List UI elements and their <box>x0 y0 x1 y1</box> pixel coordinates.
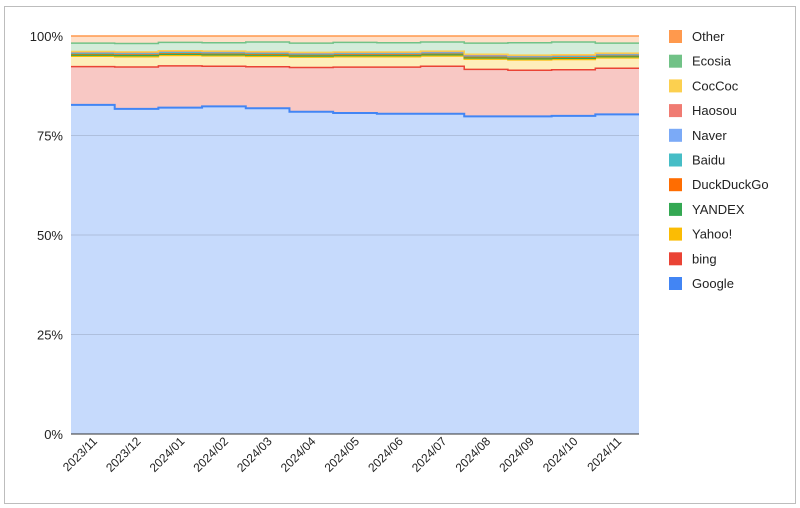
x-tick-label: 2024/02 <box>190 434 231 475</box>
x-tick-label: 2024/05 <box>322 434 363 475</box>
legend-item-yahoo: Yahoo! <box>669 227 732 242</box>
x-tick-label: 2024/04 <box>278 434 319 475</box>
x-tick-label: 2024/01 <box>147 434 188 475</box>
legend-swatch <box>669 252 682 266</box>
legend-swatch <box>669 178 682 192</box>
line-google <box>71 103 639 118</box>
legend-item-coccoc: CocCoc <box>669 78 739 93</box>
legend-swatch <box>669 202 682 216</box>
legend: Other Ecosia CocCoc Haosou Naver Baidu DuckDuc… <box>669 29 769 291</box>
x-tick-label: 2024/07 <box>409 434 450 475</box>
y-tick-label: 100% <box>30 29 64 44</box>
line-bing <box>71 65 639 71</box>
line-ecosia <box>71 41 639 45</box>
area-google <box>71 104 639 434</box>
legend-item-yandex: YANDEX <box>669 202 745 217</box>
legend-item-ecosia: Ecosia <box>669 54 732 69</box>
legend-item-duckduckgo: DuckDuckGo <box>669 177 769 192</box>
legend-label: Naver <box>692 128 727 143</box>
x-tick-label: 2024/06 <box>365 434 406 475</box>
legend-item-google: Google <box>669 276 734 291</box>
x-tick-label: 2024/11 <box>584 434 624 474</box>
y-axis: 0% 25% 50% 75% 100% <box>30 29 64 442</box>
x-axis: 2023/11 2023/12 2024/01 2024/02 2024/03 2024/… <box>60 433 639 475</box>
legend-label: CocCoc <box>692 78 739 93</box>
x-tick-label: 2024/03 <box>234 434 275 475</box>
area-other <box>71 36 639 44</box>
legend-label: Google <box>692 276 734 291</box>
y-tick-label: 0% <box>44 427 63 442</box>
legend-item-haosou: Haosou <box>669 103 737 118</box>
legend-swatch <box>669 153 682 167</box>
line-baidu <box>71 51 639 58</box>
line-yandex <box>71 53 639 60</box>
line-coccoc <box>71 49 639 56</box>
y-tick-label: 25% <box>37 328 63 343</box>
legend-label: Baidu <box>692 153 725 168</box>
line-yahoo <box>71 54 639 61</box>
y-tick-label: 75% <box>37 129 63 144</box>
legend-swatch <box>669 128 682 142</box>
area-layer <box>71 36 639 434</box>
legend-label: Yahoo! <box>692 227 732 242</box>
legend-item-bing: bing <box>669 251 717 266</box>
x-tick-label: 2024/08 <box>453 434 494 475</box>
x-tick-label: 2023/12 <box>103 434 144 475</box>
legend-item-baidu: Baidu <box>669 153 725 168</box>
legend-label: Haosou <box>692 103 737 118</box>
legend-swatch <box>669 54 682 68</box>
area-ecosia <box>71 41 639 56</box>
legend-label: YANDEX <box>692 202 745 217</box>
legend-label: Ecosia <box>692 54 732 69</box>
y-tick-label: 50% <box>37 228 63 243</box>
legend-item-other: Other <box>669 29 725 44</box>
legend-swatch <box>669 79 682 93</box>
legend-swatch <box>669 104 682 118</box>
x-tick-label: 2024/10 <box>540 434 581 475</box>
line-layer <box>71 35 639 118</box>
x-tick-label: 2023/11 <box>60 434 100 474</box>
x-tick-label: 2024/09 <box>496 434 537 475</box>
legend-swatch <box>669 227 682 241</box>
area-bing <box>71 65 639 117</box>
legend-swatch <box>669 30 682 43</box>
line-duckduckgo <box>71 52 639 59</box>
legend-label: Other <box>692 29 725 44</box>
legend-swatch <box>669 277 682 290</box>
legend-label: DuckDuckGo <box>692 177 769 192</box>
legend-item-naver: Naver <box>669 128 727 143</box>
legend-label: bing <box>692 251 717 266</box>
